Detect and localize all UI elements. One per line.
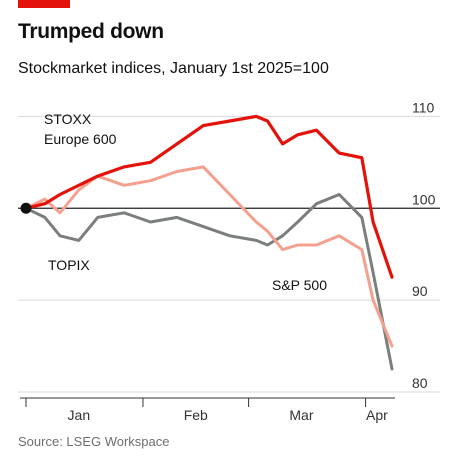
x-tick-label: Apr xyxy=(366,407,388,423)
y-tick-label: 100 xyxy=(412,191,436,207)
series-line-stoxx xyxy=(24,114,394,279)
chart-title: Trumped down xyxy=(18,20,164,43)
gridlines: 80 90 100 110 xyxy=(18,99,440,393)
x-tick-label: Mar xyxy=(289,407,313,423)
series-label-sp500: S&P 500 xyxy=(272,277,327,293)
y-tick-label: 80 xyxy=(412,375,428,391)
series-line-sp500 xyxy=(24,165,394,348)
chart-subtitle: Stockmarket indices, January 1st 2025=10… xyxy=(18,60,329,77)
accent-bar xyxy=(18,0,70,8)
series-label-stoxx: STOXX xyxy=(44,111,92,127)
series-line-topix xyxy=(24,193,394,371)
series-layer xyxy=(20,114,394,371)
y-tick-label: 110 xyxy=(412,99,435,115)
x-tick-label: Jan xyxy=(68,407,91,423)
x-axis: Jan Feb Mar Apr xyxy=(20,397,395,423)
source-note: Source: LSEG Workspace xyxy=(18,434,170,449)
series-label-topix: TOPIX xyxy=(48,257,90,273)
y-tick-label: 90 xyxy=(412,283,428,299)
series-label-stoxx: Europe 600 xyxy=(44,131,117,147)
start-dot xyxy=(20,202,32,214)
label-layer: STOXX Europe 600 S&P 500 TOPIX xyxy=(44,111,327,293)
x-tick-label: Feb xyxy=(184,407,208,423)
